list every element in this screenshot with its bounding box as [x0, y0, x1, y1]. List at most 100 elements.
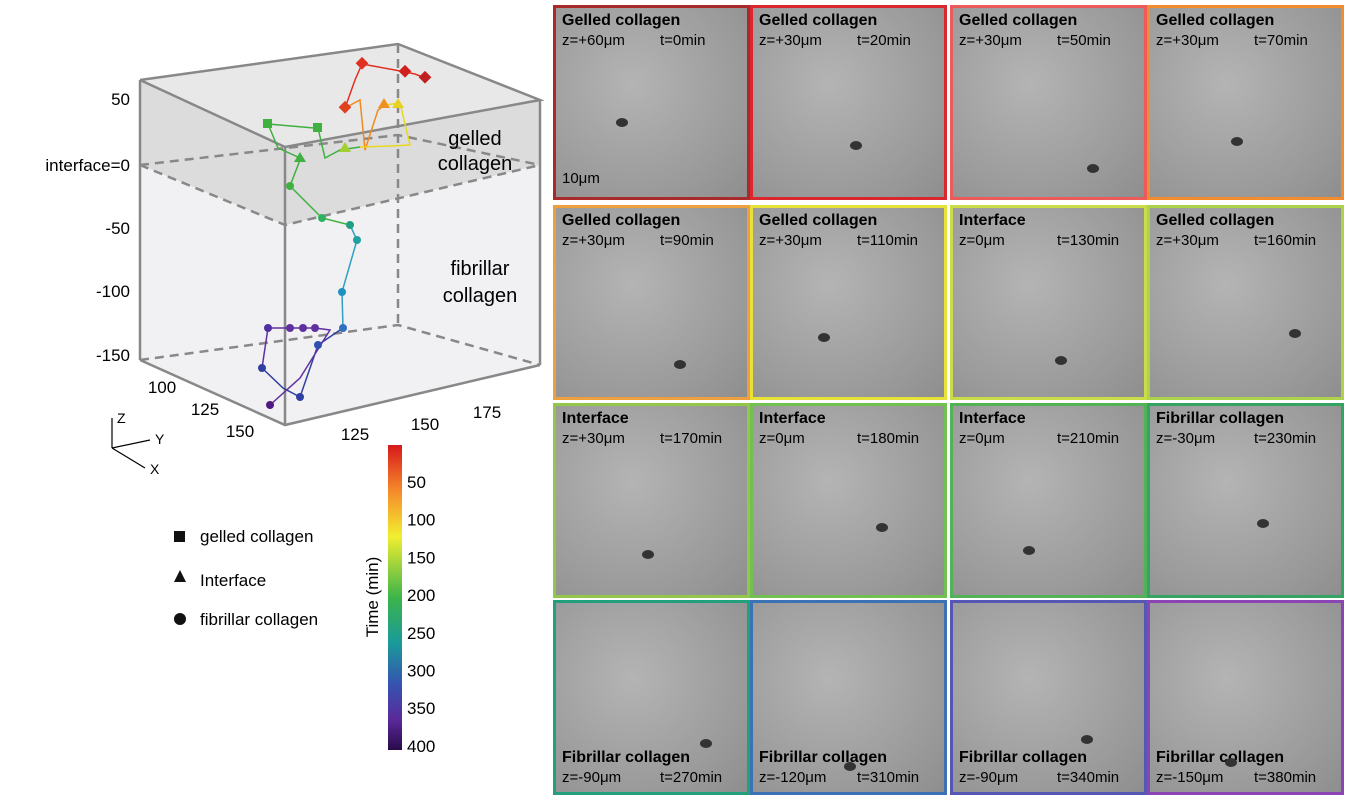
colorbar — [388, 445, 402, 750]
panel-z: z=-150μm — [1156, 769, 1223, 786]
z-tick-label: -100 — [96, 282, 130, 301]
panel-z: z=+30μm — [1156, 232, 1219, 249]
axis-label: X — [150, 461, 160, 477]
microscopy-panel: Interface z=0μm t=210min — [950, 403, 1147, 598]
x-tick-label: 150 — [226, 422, 254, 441]
panel-z: z=+30μm — [562, 430, 625, 447]
panel-t: t=90min — [660, 232, 714, 249]
cell — [818, 333, 830, 342]
panel-z: z=-90μm — [959, 769, 1018, 786]
colorbar-tick-label: 100 — [407, 511, 435, 530]
cell — [850, 141, 862, 150]
region-label: fibrillar — [451, 258, 510, 280]
axis-label: Y — [155, 431, 165, 447]
cell — [1081, 735, 1093, 744]
panel-z: z=0μm — [759, 430, 805, 447]
cell — [674, 360, 686, 369]
panel-t: t=210min — [1057, 430, 1119, 447]
panel-z: z=0μm — [959, 430, 1005, 447]
panel-z: z=+30μm — [959, 32, 1022, 49]
panel-z: z=-30μm — [1156, 430, 1215, 447]
scale-bar-label: 10μm — [562, 170, 600, 187]
panel-title: Gelled collagen — [959, 12, 1077, 30]
y-tick-label: 175 — [473, 403, 501, 422]
y-tick-label: 125 — [341, 425, 369, 444]
panel-title: Gelled collagen — [562, 12, 680, 30]
colorbar-tick-label: 400 — [407, 737, 435, 756]
colorbar-tick-label: 250 — [407, 624, 435, 643]
microscopy-panel: Gelled collagen z=+30μm t=50min — [950, 5, 1147, 200]
microscopy-panel: Gelled collagen z=+30μm t=20min — [750, 5, 947, 200]
panel-t: t=0min — [660, 32, 705, 49]
panel-t: t=130min — [1057, 232, 1119, 249]
cell — [844, 762, 856, 771]
cell — [1087, 164, 1099, 173]
legend-label: gelled collagen — [200, 527, 313, 546]
colorbar-tick-label: 50 — [407, 473, 426, 492]
panel-title: Interface — [959, 212, 1026, 230]
cell — [1257, 519, 1269, 528]
panel-t: t=110min — [857, 232, 918, 249]
panel-z: z=+30μm — [759, 32, 822, 49]
legend-triangle — [174, 570, 186, 582]
panel-z: z=-90μm — [562, 769, 621, 786]
panel-title: Fibrillar collagen — [1156, 410, 1284, 428]
legend-square — [174, 531, 185, 542]
legend-label: Interface — [200, 571, 266, 590]
panel-title: Fibrillar collagen — [959, 749, 1087, 767]
cell — [1289, 329, 1301, 338]
x-tick-label: 100 — [148, 378, 176, 397]
z-tick-label: -150 — [96, 346, 130, 365]
panel-title: Fibrillar collagen — [1156, 749, 1284, 767]
cell — [1231, 137, 1243, 146]
panel-title: Interface — [959, 410, 1026, 428]
cell — [616, 118, 628, 127]
panel-title: Interface — [562, 410, 629, 428]
region-label: collagen — [443, 285, 518, 307]
panel-title: Gelled collagen — [759, 212, 877, 230]
microscopy-panel: Fibrillar collagen z=-150μm t=380min — [1147, 600, 1344, 795]
panel-t: t=340min — [1057, 769, 1119, 786]
colorbar-tick-label: 150 — [407, 548, 435, 567]
panel-title: Interface — [759, 410, 826, 428]
colorbar-tick-label: 200 — [407, 586, 435, 605]
panel-t: t=160min — [1254, 232, 1316, 249]
microscopy-panel: Fibrillar collagen z=-90μm t=340min — [950, 600, 1147, 795]
panel-t: t=50min — [1057, 32, 1111, 49]
panel-title: Gelled collagen — [1156, 12, 1274, 30]
cell — [1225, 758, 1237, 767]
legend-label: fibrillar collagen — [200, 610, 318, 629]
panel-t: t=70min — [1254, 32, 1308, 49]
panel-t: t=310min — [857, 769, 919, 786]
panel-t: t=380min — [1254, 769, 1316, 786]
colorbar-title: Time (min) — [363, 557, 382, 638]
panel-z: z=+30μm — [562, 232, 625, 249]
panel-title: Gelled collagen — [562, 212, 680, 230]
panel-t: t=20min — [857, 32, 911, 49]
cell — [1055, 356, 1067, 365]
axis-label: Z — [117, 410, 126, 426]
z-tick-label: 50 — [111, 90, 130, 109]
legend-circle — [174, 613, 186, 625]
microscopy-panel: Gelled collagen z=+30μm t=90min — [553, 205, 750, 400]
cell — [1023, 546, 1035, 555]
microscopy-panel: Interfacez=0μmt=180min — [750, 403, 947, 598]
colorbar-tick-label: 350 — [407, 699, 435, 718]
panel-t: t=230min — [1254, 430, 1316, 447]
panel-t: t=270min — [660, 769, 722, 786]
colorbar-tick-label: 300 — [407, 662, 435, 681]
panel-title: Gelled collagen — [759, 12, 877, 30]
panel-t: t=170min — [660, 430, 722, 447]
y-tick-label: 150 — [411, 415, 439, 434]
cell — [700, 739, 712, 748]
region-label: gelled — [448, 128, 501, 150]
cell — [642, 550, 654, 559]
z-tick-label: interface=0 — [45, 156, 130, 175]
